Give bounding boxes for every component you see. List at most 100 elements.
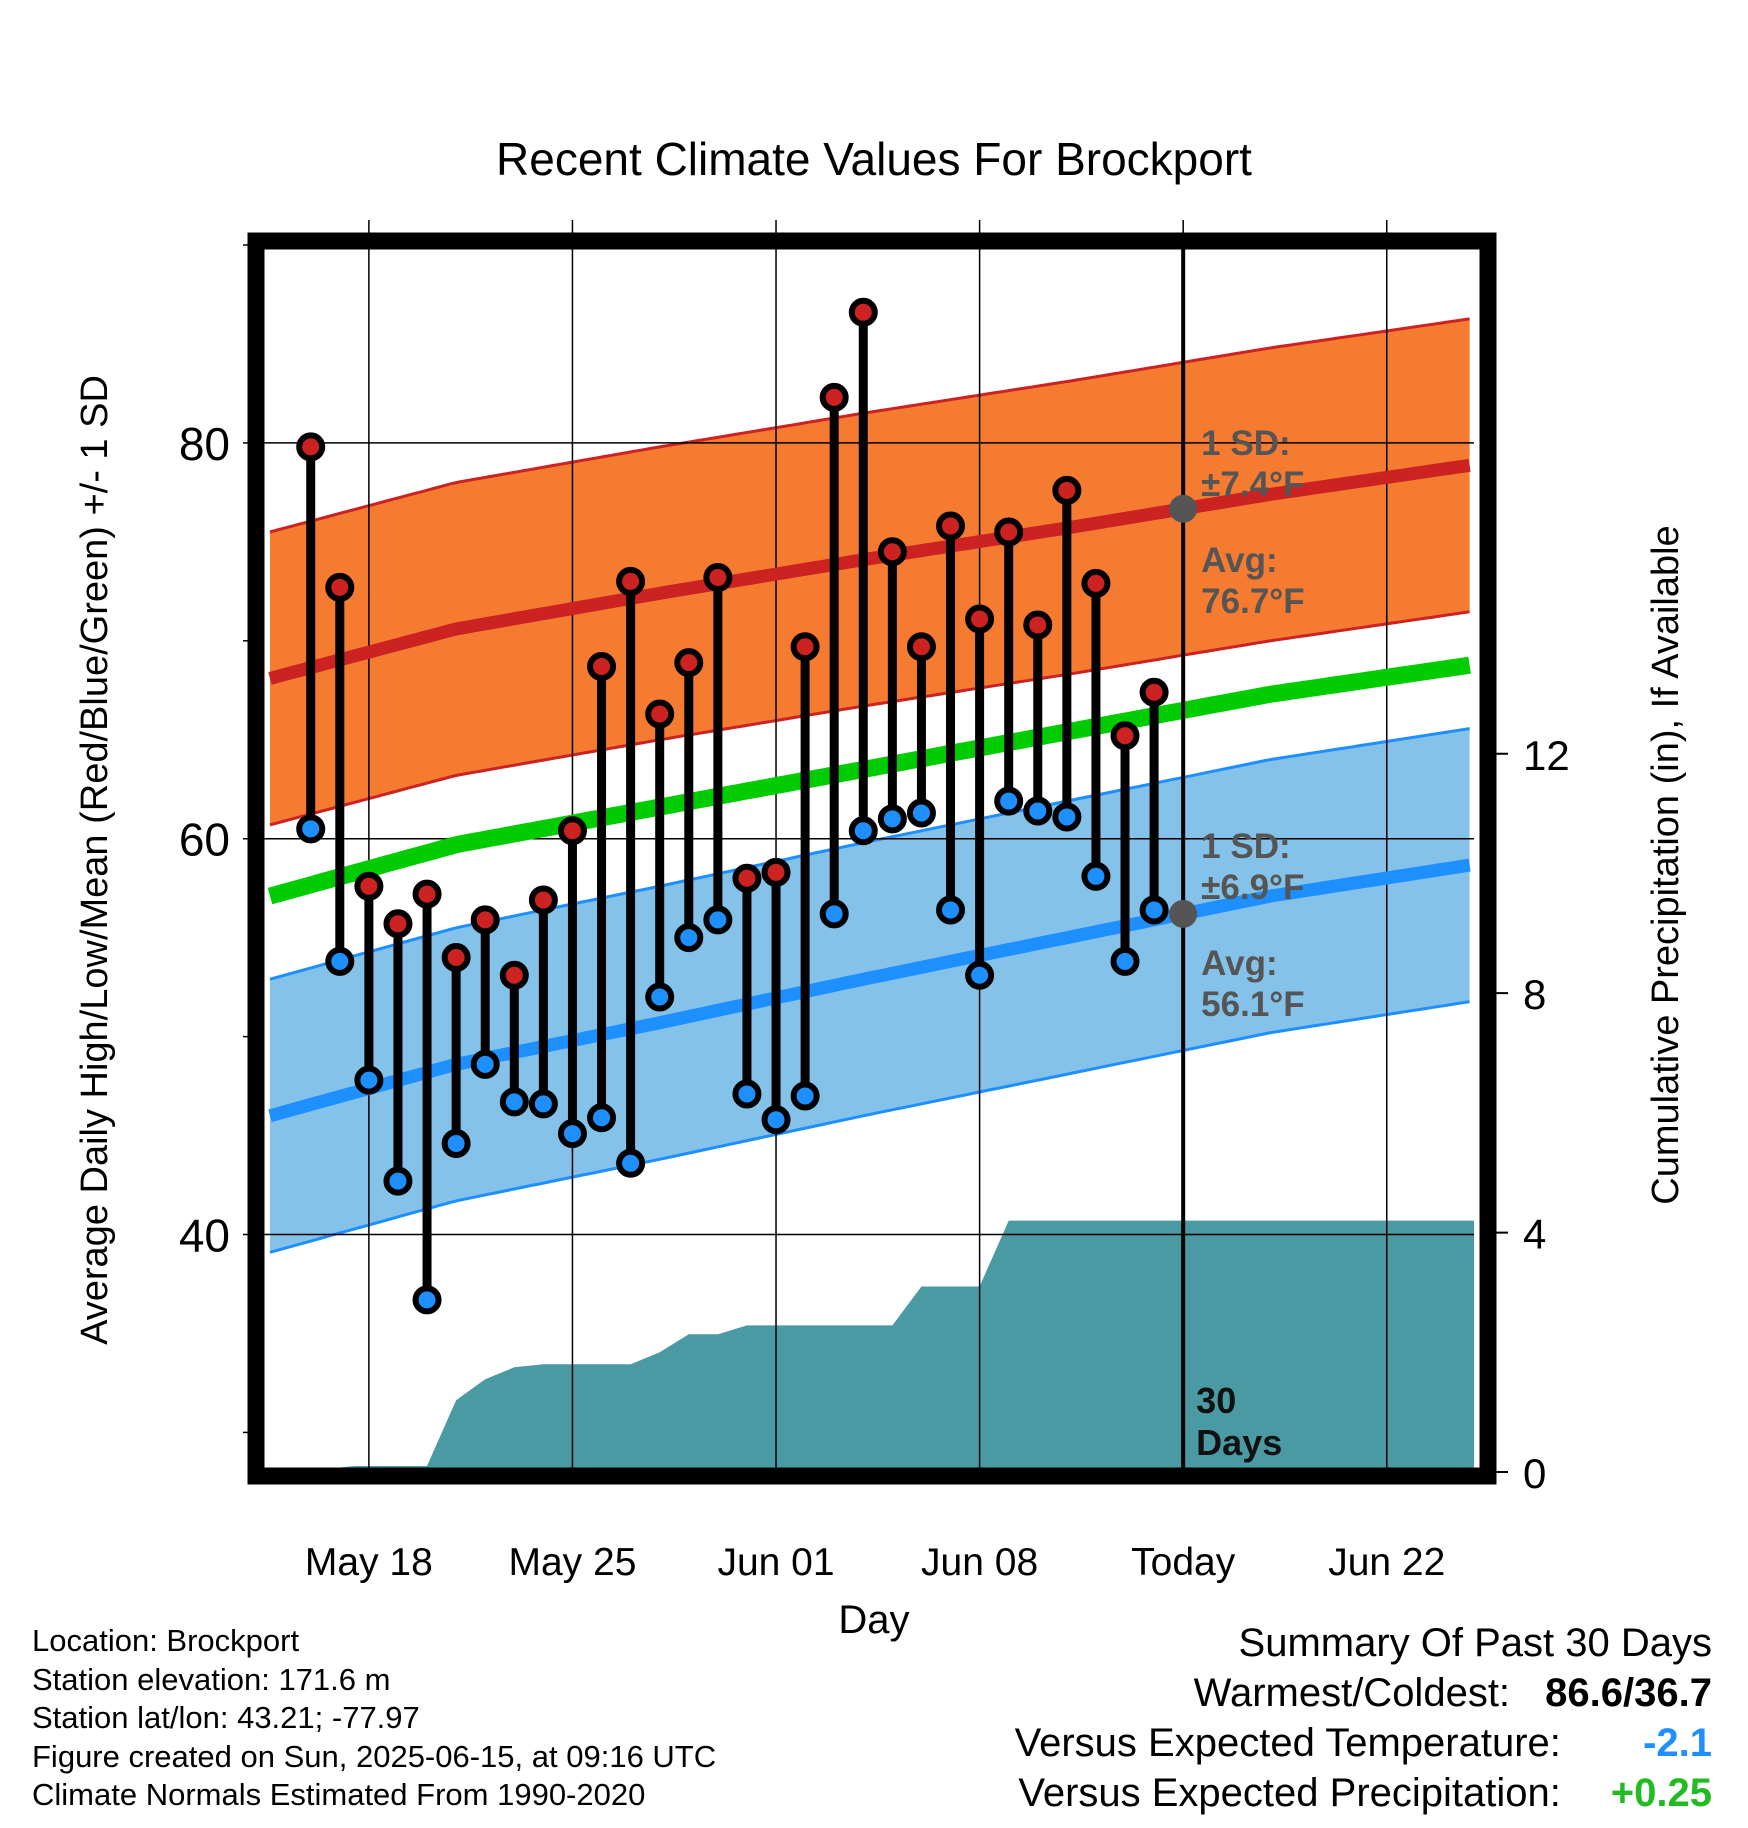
location-text: Location: Brockport (32, 1623, 300, 1658)
precip-cumulative-area (270, 1220, 1474, 1472)
high-avg-label: Avg: (1201, 541, 1277, 580)
precip-versus-row: Versus Expected Precipitation: +0.25 (1015, 1768, 1712, 1818)
elevation-text: Station elevation: 171.6 m (32, 1661, 391, 1697)
high-sd-lower-edge (269, 610, 1470, 827)
plot-frame (247, 232, 1497, 1485)
daily-low-point (848, 816, 878, 846)
daily-low-point (790, 1081, 820, 1111)
daily-high-point (965, 604, 995, 634)
daily-high-point (1023, 610, 1053, 640)
daily-high-point (354, 871, 384, 901)
temp-versus-value: -2.1 (1643, 1721, 1712, 1765)
daily-low-point (441, 1128, 471, 1158)
daily-high-point (470, 905, 500, 935)
daily-high-point (587, 652, 617, 682)
daily-high-point (674, 648, 704, 678)
daily-low-point (296, 814, 326, 844)
high-avg-value: 76.7°F (1201, 582, 1305, 621)
x-tick-label: Jun 22 (1328, 1541, 1445, 1584)
daily-low-point (703, 905, 733, 935)
normal-mean-line (267, 656, 1471, 905)
precip-area (270, 1220, 1474, 1472)
high-sd-value: ±7.4°F (1201, 465, 1304, 504)
daily-low-point (1081, 861, 1111, 891)
y2-tick-label: 0 (1523, 1450, 1546, 1497)
daily-low-point (936, 895, 966, 925)
today-low-avg-marker (1169, 899, 1198, 928)
daily-low-point (1110, 946, 1140, 976)
normals-text: Climate Normals Estimated From 1990-2020 (32, 1777, 646, 1812)
daily-high-point (325, 572, 355, 602)
low-sd-lower-edge (269, 1000, 1470, 1254)
low-sd-label: 1 SD: (1201, 827, 1290, 866)
low-sd-value: ±6.9°F (1201, 868, 1304, 907)
y-tick-label: 40 (179, 1210, 230, 1262)
daily-low-point (732, 1079, 762, 1109)
y2-tick-label: 8 (1523, 971, 1546, 1018)
daily-high-point (528, 885, 558, 915)
daily-high-point (761, 857, 791, 887)
warmest-coldest-row: Warmest/Coldest: 86.6/36.7 (1015, 1668, 1712, 1718)
daily-low-point (645, 982, 675, 1012)
high-sd-band (270, 318, 1470, 825)
x-tick-label: May 25 (509, 1541, 637, 1584)
daily-low-point (674, 923, 704, 953)
daily-high-point (1081, 568, 1111, 598)
daily-high-point (703, 562, 733, 592)
daily-low-point (383, 1166, 413, 1196)
warmest-coldest-label: Warmest/Coldest: (1193, 1671, 1511, 1715)
daily-high-point (790, 632, 820, 662)
daily-high-point (1139, 677, 1169, 707)
station-info: Location: Brockport Station elevation: 1… (32, 1622, 716, 1815)
daily-high-point (412, 879, 442, 909)
daily-high-point (616, 566, 646, 596)
y-axis-label: Average Daily High/Low/Mean (Red/Blue/Gr… (74, 375, 116, 1345)
axes: 40 60 80 0 4 8 12 May 18 May 25 Jun 01 Jun 08 Today… (179, 232, 1570, 1584)
x-tick-label: Jun 08 (921, 1541, 1038, 1584)
daily-low-point (412, 1285, 442, 1315)
daily-high-point (848, 297, 878, 327)
low-avg-label: Avg: (1201, 944, 1277, 983)
daily-low-point (470, 1049, 500, 1079)
daily-low-point (1139, 895, 1169, 925)
daily-low-point (1052, 802, 1082, 832)
daily-high-point (383, 909, 413, 939)
daily-low-point (877, 804, 907, 834)
x-tick-label: Jun 01 (717, 1541, 834, 1584)
precip-versus-value: +0.25 (1610, 1771, 1712, 1815)
high-sd-upper-edge (269, 317, 1470, 534)
daily-low-point (616, 1148, 646, 1178)
daily-high-point (1110, 721, 1140, 751)
temp-versus-row: Versus Expected Temperature: -2.1 (1015, 1718, 1712, 1768)
daily-low-point (1023, 796, 1053, 826)
daily-low-point (587, 1103, 617, 1133)
normal-high-line (268, 458, 1471, 685)
chart-title: Recent Climate Values For Brockport (496, 133, 1252, 185)
observations (296, 297, 1198, 1315)
daily-low-point (354, 1065, 384, 1095)
daily-low-point (906, 798, 936, 828)
daily-high-point (936, 511, 966, 541)
daily-low-point (994, 786, 1024, 816)
daily-low-point (325, 946, 355, 976)
daily-high-point (877, 537, 907, 567)
low-avg-value: 56.1°F (1201, 985, 1305, 1024)
daily-low-point (499, 1087, 529, 1117)
y-tick-label: 60 (179, 814, 230, 866)
high-sd-label: 1 SD: (1201, 424, 1290, 463)
y-tick-label: 80 (179, 418, 230, 470)
daily-high-point (1052, 475, 1082, 505)
daily-low-point (819, 899, 849, 929)
y2-tick-label: 4 (1523, 1211, 1546, 1258)
days-word-label: Days (1196, 1422, 1282, 1463)
daily-low-point (557, 1119, 587, 1149)
x-axis-label: Day (838, 1598, 909, 1642)
daily-low-point (528, 1089, 558, 1119)
precip-versus-label: Versus Expected Precipitation: (1018, 1771, 1561, 1815)
daily-low-point (761, 1105, 791, 1135)
summary-title: Summary Of Past 30 Days (1238, 1621, 1712, 1665)
y2-axis-label: Cumulative Precipitation (in), If Availa… (1645, 525, 1687, 1204)
daily-high-point (906, 632, 936, 662)
